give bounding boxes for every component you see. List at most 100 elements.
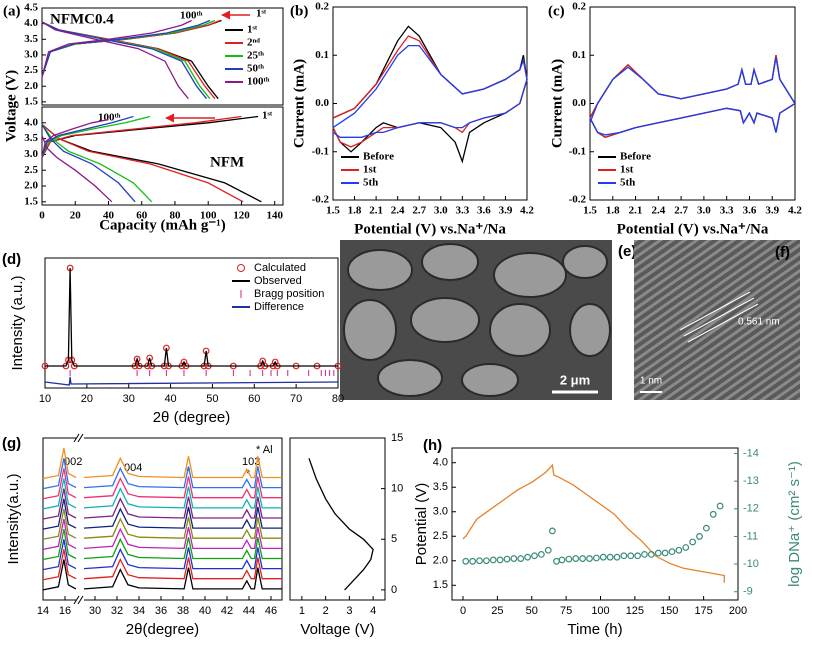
x-axis-label: Potential (V) vs.Na⁺/Na (617, 221, 769, 237)
x-tick-label: 150 (660, 605, 678, 617)
scale-bar-label: 2 μm (560, 372, 590, 387)
x-tick-label: 0 (39, 210, 45, 222)
y2-tick-label: -11 (743, 530, 758, 542)
fringe-lines (679, 291, 759, 343)
legend-label: Before (620, 151, 651, 163)
axis-frame (41, 106, 284, 206)
x-tick-label: 10 (39, 393, 51, 405)
x-tick-label: 3.0 (434, 205, 448, 217)
spacing-label: 0.561 nm (738, 317, 780, 328)
hrtem-image (634, 240, 800, 400)
scale-bar-label: 1 nm (640, 376, 662, 387)
legend-label: Bragg position (254, 288, 324, 300)
y-tick-label: 1.5 (24, 95, 38, 107)
y2-axis-label: log DNa⁺ (cm² s⁻¹) (786, 461, 803, 587)
y-axis-label: Voltage (V) (3, 70, 19, 142)
y-tick-label: 4.0 (433, 457, 448, 469)
line-series (308, 458, 374, 591)
x-tick-label: 30 (123, 393, 135, 405)
marker (496, 556, 504, 564)
x-tick-label: 80 (169, 210, 181, 222)
x-tick-label: 100 (200, 210, 217, 222)
x-tick-label: 175 (694, 605, 712, 617)
x-tick-label: 46 (265, 605, 277, 617)
marker (647, 551, 655, 558)
marker (668, 548, 676, 556)
x-tick-label: 1.5 (583, 205, 597, 217)
line-series (42, 528, 282, 561)
line-series (42, 447, 282, 480)
marker (599, 553, 607, 561)
x-tick-label: 3.9 (499, 205, 513, 217)
y-tick-label: 3.0 (24, 148, 38, 160)
x-tick-label: 100 (591, 605, 609, 617)
legend-label: 1st (363, 164, 377, 176)
marker (133, 355, 141, 363)
x-tick-label: 120 (233, 210, 250, 222)
line-series (462, 463, 725, 583)
y-tick-label: 0.2 (315, 1, 329, 13)
marker (553, 557, 560, 565)
y-tick-label: -0.1 (312, 145, 329, 157)
y-tick-label: 4.5 (24, 2, 38, 14)
marker (682, 544, 690, 551)
axis-frame (451, 447, 739, 601)
x-tick-label: 3.6 (743, 205, 757, 217)
y-tick-label: 3.5 (433, 481, 448, 493)
legend-label: 2ⁿᵈ (247, 37, 260, 49)
x-tick-label: 2.4 (391, 205, 405, 217)
line-series (589, 57, 796, 136)
y-tick-label: 3.5 (24, 132, 38, 144)
x-tick-label: 30 (89, 605, 101, 617)
annotation: * (246, 468, 251, 480)
particles (343, 243, 611, 397)
x-tick-label: 34 (133, 605, 145, 617)
legend-swatch (237, 264, 245, 272)
x-tick-label: 0 (460, 605, 466, 617)
axis-break (73, 433, 84, 605)
marker (482, 557, 490, 565)
x-tick-label: 20 (70, 210, 82, 222)
legend-label: 1ˢᵗ (247, 24, 258, 36)
y-tick-label: 3.0 (24, 48, 38, 60)
panel-label: (a) (3, 3, 21, 19)
marker (476, 557, 483, 565)
x-axis-label: Voltage (V) (300, 621, 374, 638)
y-tick-label: 1.5 (433, 579, 448, 591)
x-tick-label: 60 (136, 210, 148, 222)
x-tick-label: 44 (243, 605, 255, 617)
annotation: 1ˢᵗ (256, 8, 267, 20)
y-axis-label: Potential (V) (413, 483, 430, 566)
panel-label: (d) (2, 251, 21, 268)
x-axis-label: Capacity (mAh g⁻¹) (99, 217, 226, 233)
x-tick-label: 20 (81, 393, 93, 405)
line-series (42, 518, 282, 551)
marker (572, 555, 580, 562)
y2-tick-label: -10 (743, 558, 759, 570)
y-tick-label: -0.2 (569, 194, 587, 206)
marker (709, 510, 717, 518)
marker (641, 551, 648, 558)
marker (558, 556, 566, 564)
x-tick-label: 2.7 (412, 205, 426, 217)
x-tick-label: 1.8 (606, 205, 620, 217)
x-tick-label: 80 (332, 393, 344, 405)
annotation: 1ˢᵗ (262, 110, 273, 122)
x-tick-label: 3.3 (455, 205, 469, 217)
x-tick-label: 3.0 (697, 205, 711, 217)
marker (531, 552, 538, 560)
y-tick-label: 2.0 (24, 180, 38, 192)
line-series (42, 539, 282, 571)
y-tick-label: 2.0 (24, 80, 38, 92)
marker (696, 533, 703, 540)
x-tick-label: 14 (37, 605, 49, 617)
annotation: 004 (124, 462, 142, 474)
y-tick-label: 1.5 (24, 195, 38, 207)
y-tick-label: 2.5 (433, 530, 448, 542)
line-series (42, 478, 282, 510)
x-tick-label: 50 (526, 605, 538, 617)
legend-label: Observed (254, 275, 302, 287)
y-tick-label: 4.0 (24, 116, 38, 128)
y-tick-label: 3.5 (24, 33, 38, 45)
line-series (44, 376, 339, 386)
